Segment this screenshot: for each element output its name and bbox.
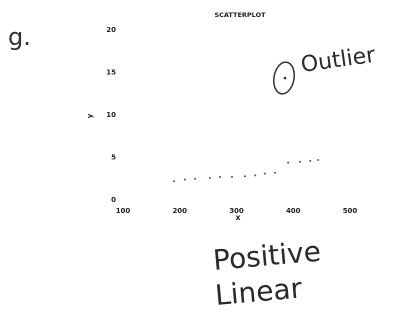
x-tick-label: 400	[286, 207, 301, 215]
scatter-point	[209, 177, 211, 179]
scatter-point	[231, 176, 233, 178]
y-tick-label: 20	[106, 26, 116, 34]
scatter-point	[184, 179, 186, 181]
scatter-point	[244, 175, 246, 177]
x-tick-label: 300	[229, 207, 244, 215]
scatter-point	[219, 176, 221, 178]
page: g. SCATTERPLOT x y Outlier Positive Line…	[0, 0, 409, 313]
scatter-point	[317, 159, 319, 161]
x-tick-label: 500	[343, 207, 358, 215]
x-tick-label: 200	[172, 207, 187, 215]
scatter-point	[194, 178, 196, 180]
y-tick-label: 15	[106, 69, 116, 77]
annotation: Linear	[214, 271, 304, 312]
annotation: Outlier	[299, 43, 377, 78]
y-tick-label: 10	[106, 111, 116, 119]
scatter-point	[309, 160, 311, 162]
scatter-point	[274, 172, 276, 174]
scatter-point	[173, 180, 175, 182]
y-tick-label: 5	[111, 154, 116, 162]
chart-title: SCATTERPLOT	[214, 11, 266, 19]
y-tick-label: 0	[111, 196, 116, 204]
outlier-dot	[284, 77, 287, 80]
scatter-point	[264, 173, 266, 175]
scatter-point	[299, 161, 301, 163]
y-axis-label: y	[86, 113, 94, 118]
annotation: Positive	[212, 235, 322, 277]
problem-label: g.	[8, 23, 31, 51]
scatter-point	[287, 162, 289, 164]
x-tick-label: 100	[116, 207, 131, 215]
scatter-point	[254, 174, 256, 176]
worksheet: g. SCATTERPLOT x y Outlier Positive Line…	[0, 0, 409, 313]
